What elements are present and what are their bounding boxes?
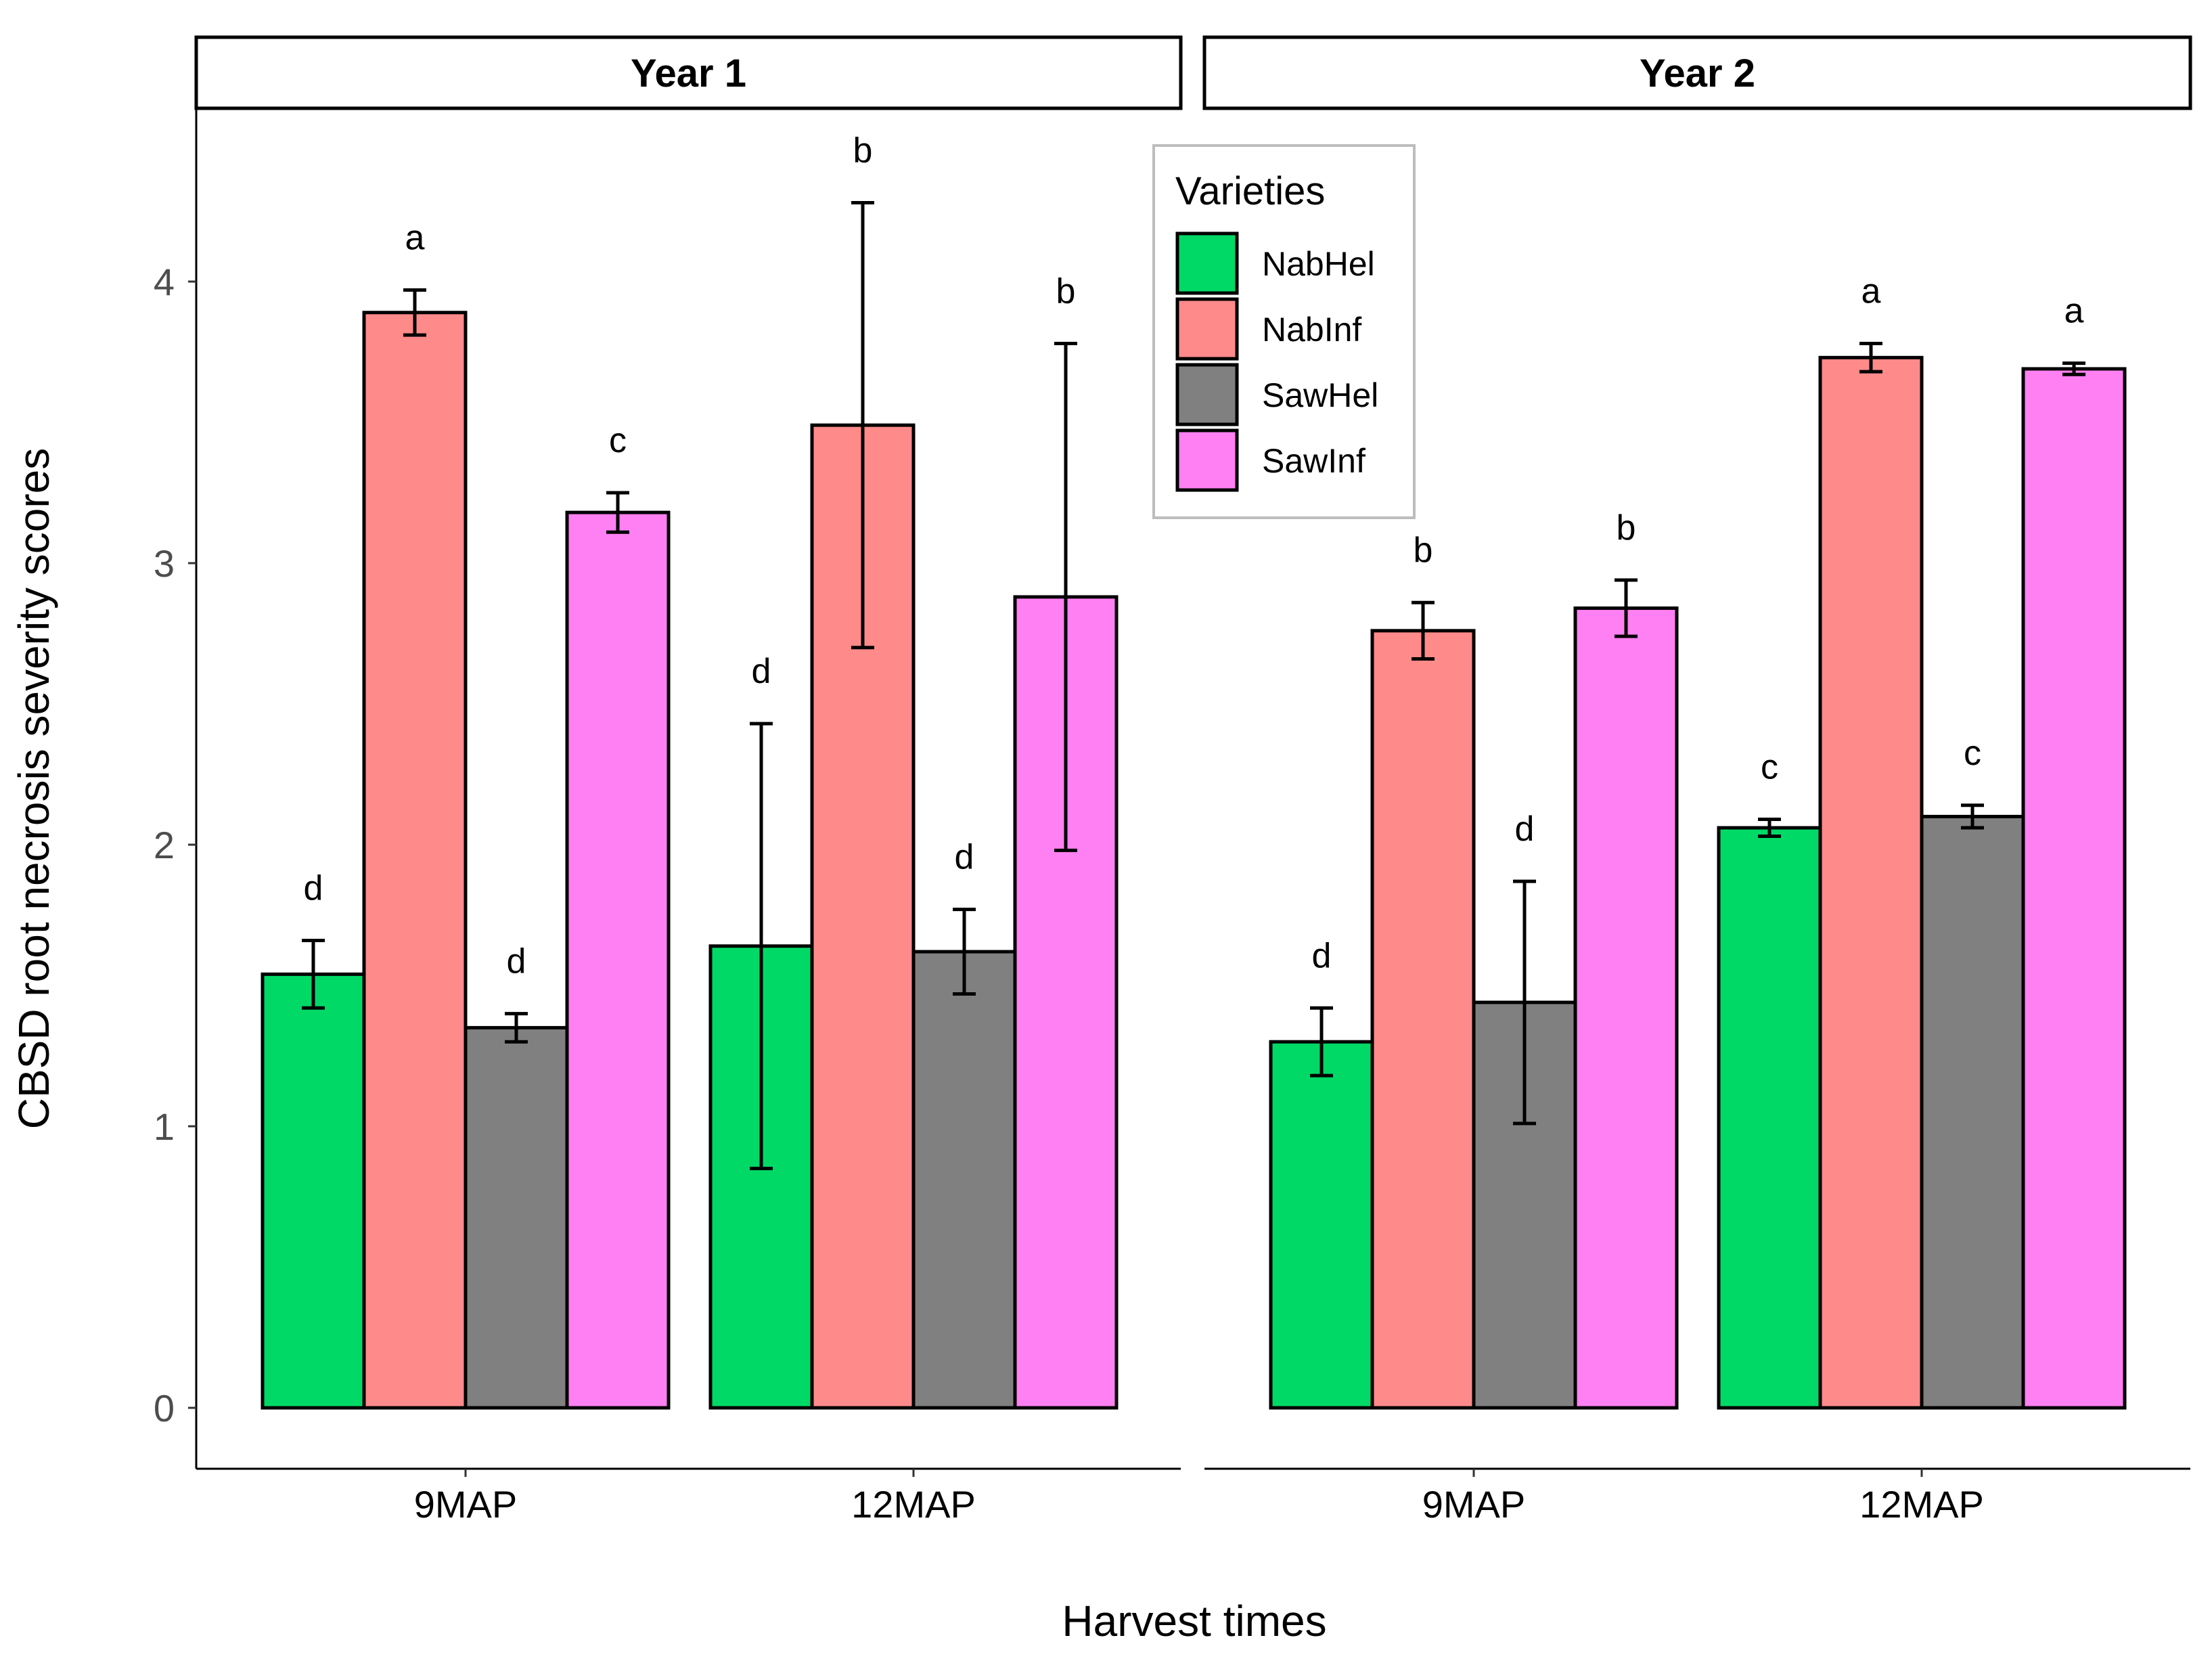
panel-title: Year 1 (631, 51, 746, 95)
x-tick-label: 9MAP (414, 1483, 518, 1526)
panels-layer: Year 1 0 1 2 3 4 9MAP d a d c 12MAP d b d b Year 2 9MAP d b… (154, 35, 2192, 1526)
legend-label-nabinf: NabInf (1262, 311, 1361, 349)
legend-title: Varieties (1175, 169, 1325, 213)
panel-title: Year 2 (1640, 51, 1755, 95)
significance-letter: d (752, 652, 771, 691)
error-bar (851, 201, 874, 650)
bar-sawinf-9map (565, 510, 671, 1410)
x-tick-label: 12MAP (851, 1483, 976, 1526)
error-bar (606, 491, 629, 534)
bar-sawhel-12map (911, 950, 1017, 1410)
panel-2: Year 2 9MAP d b d b 12MAP c a c a (1202, 35, 2192, 1526)
significance-letter: b (1414, 531, 1433, 570)
y-tick-label: 4 (154, 261, 175, 303)
significance-letter: d (1312, 936, 1332, 975)
significance-letter: d (304, 868, 323, 908)
significance-letter: d (955, 838, 974, 877)
error-bar (1310, 1006, 1333, 1078)
significance-letter: c (609, 421, 627, 460)
bar-sawhel-9map (464, 1025, 569, 1410)
legend: Varieties NabHel NabInf SawHel SawInf (1152, 144, 1416, 519)
error-bar (1615, 578, 1638, 638)
significance-letter: d (1515, 810, 1535, 849)
legend-key-nabhel (1175, 231, 1239, 295)
significance-letter: a (1861, 272, 1881, 311)
significance-letter: b (1617, 508, 1636, 548)
error-bar (505, 1012, 528, 1044)
legend-label-sawhel: SawHel (1262, 376, 1378, 414)
legend-key-sawinf (1175, 428, 1239, 492)
significance-letter: b (1056, 272, 1076, 311)
legend-label-sawinf: SawInf (1262, 442, 1365, 480)
legend-key-sawhel (1175, 363, 1239, 426)
y-tick-label: 3 (154, 542, 175, 585)
error-bar (1961, 803, 1984, 830)
bar-sawinf-9map (1573, 606, 1679, 1410)
x-tick-label: 9MAP (1422, 1483, 1526, 1526)
panel-strip (194, 35, 1183, 110)
x-tick-label: 12MAP (1859, 1483, 1984, 1526)
error-bar (1054, 342, 1077, 852)
bar-nabinf-9map (1370, 629, 1476, 1410)
significance-letter: a (405, 218, 425, 257)
panel-1: Year 1 0 1 2 3 4 9MAP d a d c 12MAP d b d b (154, 35, 1183, 1526)
y-tick-label: 0 (154, 1387, 175, 1429)
error-bar (1758, 818, 1781, 839)
significance-letter: a (2064, 292, 2084, 331)
error-bar (953, 908, 976, 996)
error-bar (1513, 879, 1536, 1126)
y-axis-title: CBSD root necrosis severity scores (9, 448, 58, 1130)
bar-nabhel-9map (261, 972, 366, 1410)
error-bar (2062, 361, 2085, 376)
bar-nabhel-12map (1717, 826, 1822, 1410)
bar-sawinf-12map (2021, 367, 2127, 1410)
significance-letter: d (507, 942, 526, 981)
error-bar (302, 938, 325, 1010)
error-bar (1412, 600, 1435, 661)
significance-letter: c (1964, 734, 1981, 773)
error-bar (750, 722, 773, 1170)
error-bar (1859, 342, 1882, 374)
panel-strip (1202, 35, 2192, 110)
significance-letter: c (1761, 748, 1778, 787)
bar-nabinf-12map (1818, 355, 1924, 1410)
significance-letter: b (853, 131, 873, 171)
bar-nabhel-9map (1269, 1040, 1374, 1410)
error-bar (403, 288, 426, 337)
bar-sawhel-12map (1920, 814, 2025, 1410)
x-axis-title: Harvest times (1062, 1597, 1326, 1645)
legend-label-nabhel: NabHel (1262, 245, 1375, 283)
y-tick-label: 2 (154, 824, 175, 866)
bar-nabinf-9map (362, 311, 468, 1410)
y-tick-label: 1 (154, 1105, 175, 1148)
legend-key-nabinf (1175, 297, 1239, 361)
